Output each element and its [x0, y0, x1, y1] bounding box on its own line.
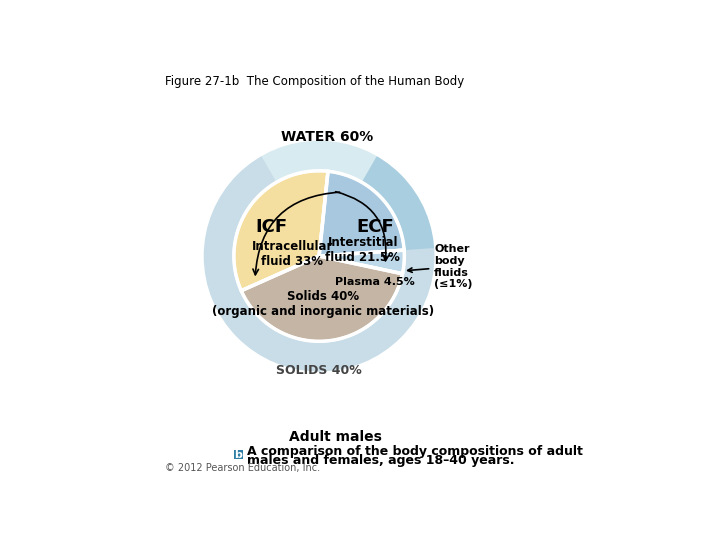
Polygon shape	[261, 140, 377, 256]
Text: Intracellular
fluid 33%: Intracellular fluid 33%	[251, 240, 333, 268]
Polygon shape	[241, 256, 402, 341]
Circle shape	[203, 140, 436, 373]
Text: Other
body
fluids
(≤1%): Other body fluids (≤1%)	[408, 244, 473, 289]
Polygon shape	[234, 171, 328, 291]
FancyBboxPatch shape	[234, 450, 243, 460]
Text: Interstitial
fluid 21.5%: Interstitial fluid 21.5%	[325, 236, 400, 264]
Text: WATER 60%: WATER 60%	[282, 130, 374, 144]
Text: Solids 40%
(organic and inorganic materials): Solids 40% (organic and inorganic materi…	[212, 290, 434, 318]
Text: Figure 27-1b  The Composition of the Human Body: Figure 27-1b The Composition of the Huma…	[166, 75, 464, 88]
Polygon shape	[212, 256, 433, 373]
Text: © 2012 Pearson Education, Inc.: © 2012 Pearson Education, Inc.	[166, 463, 320, 473]
Polygon shape	[319, 250, 405, 274]
Polygon shape	[203, 140, 436, 373]
FancyArrowPatch shape	[336, 192, 389, 261]
Text: A comparison of the body compositions of adult: A comparison of the body compositions of…	[247, 445, 583, 458]
Text: ECF: ECF	[356, 218, 394, 236]
Text: males and females, ages 18–40 years.: males and females, ages 18–40 years.	[247, 454, 515, 467]
Circle shape	[233, 170, 405, 342]
Text: b: b	[235, 450, 243, 460]
Text: Plasma 4.5%: Plasma 4.5%	[336, 277, 415, 287]
Text: ICF: ICF	[255, 218, 287, 236]
Polygon shape	[319, 171, 404, 256]
FancyArrowPatch shape	[253, 192, 340, 275]
Text: Adult males: Adult males	[289, 430, 382, 444]
Text: SOLIDS 40%: SOLIDS 40%	[276, 364, 362, 377]
